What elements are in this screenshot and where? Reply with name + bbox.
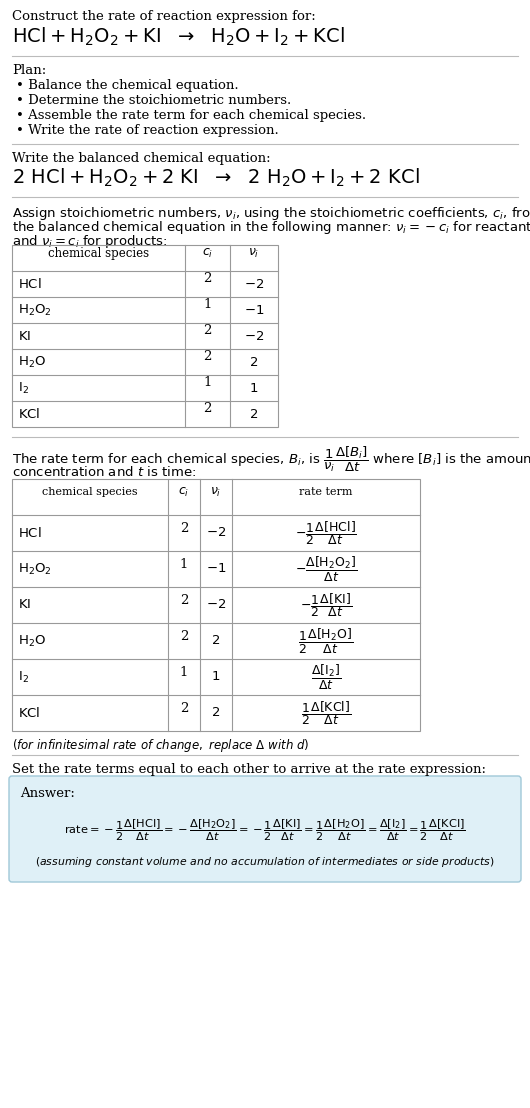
Text: $\dfrac{\Delta[\mathrm{I_2}]}{\Delta t}$: $\dfrac{\Delta[\mathrm{I_2}]}{\Delta t}$	[311, 663, 341, 691]
Text: 1: 1	[180, 557, 188, 571]
Text: $\nu_i$: $\nu_i$	[249, 246, 260, 259]
Bar	[12, 479, 420, 731]
Text: $-2$: $-2$	[244, 329, 264, 342]
Text: $-\dfrac{\Delta[\mathrm{H_2O_2}]}{\Delta t}$: $-\dfrac{\Delta[\mathrm{H_2O_2}]}{\Delta…	[295, 554, 357, 584]
Text: 2: 2	[204, 402, 211, 416]
Text: the balanced chemical equation in the following manner: $\nu_i = -c_i$ for react: the balanced chemical equation in the fo…	[12, 219, 530, 236]
Text: $\mathrm{H_2O_2}$: $\mathrm{H_2O_2}$	[18, 302, 52, 318]
Text: chemical species: chemical species	[48, 246, 149, 259]
Text: $\nu_i$: $\nu_i$	[210, 485, 222, 499]
Text: $-1$: $-1$	[244, 304, 264, 317]
Text: $-\dfrac{1}{2}\dfrac{\Delta[\mathrm{HCl}]}{\Delta t}$: $-\dfrac{1}{2}\dfrac{\Delta[\mathrm{HCl}…	[295, 519, 357, 547]
Text: 1: 1	[212, 670, 220, 684]
Text: 2: 2	[204, 350, 211, 363]
Text: Set the rate terms equal to each other to arrive at the rate expression:: Set the rate terms equal to each other t…	[12, 763, 486, 776]
Text: and $\nu_i = c_i$ for products:: and $\nu_i = c_i$ for products:	[12, 233, 167, 250]
Text: 2: 2	[180, 701, 188, 715]
Text: 2: 2	[204, 325, 211, 338]
Text: 2: 2	[204, 273, 211, 286]
Text: Answer:: Answer:	[20, 787, 75, 800]
Text: 2: 2	[250, 356, 258, 369]
Text: 1: 1	[250, 381, 258, 394]
Text: 2: 2	[180, 594, 188, 606]
Text: $\mathrm{HCl + H_2O_2 + KI\ \ \rightarrow\ \ H_2O + I_2 + KCl}$: $\mathrm{HCl + H_2O_2 + KI\ \ \rightarro…	[12, 25, 344, 49]
Text: $\mathrm{KI}$: $\mathrm{KI}$	[18, 329, 31, 342]
Text: 1: 1	[180, 666, 188, 678]
Text: $\mathrm{KCl}$: $\mathrm{KCl}$	[18, 706, 40, 720]
Text: $-1$: $-1$	[206, 563, 226, 575]
Text: $\mathrm{H_2O}$: $\mathrm{H_2O}$	[18, 634, 46, 648]
Text: 1: 1	[204, 298, 211, 311]
Text: $\mathrm{KCl}$: $\mathrm{KCl}$	[18, 407, 40, 421]
Text: $\dfrac{1}{2}\dfrac{\Delta[\mathrm{H_2O}]}{\Delta t}$: $\dfrac{1}{2}\dfrac{\Delta[\mathrm{H_2O}…	[298, 626, 354, 656]
Text: $-\dfrac{1}{2}\dfrac{\Delta[\mathrm{KI}]}{\Delta t}$: $-\dfrac{1}{2}\dfrac{\Delta[\mathrm{KI}]…	[300, 591, 352, 619]
Text: concentration and $t$ is time:: concentration and $t$ is time:	[12, 465, 196, 479]
Text: $\mathrm{I_2}$: $\mathrm{I_2}$	[18, 380, 29, 396]
Text: 2: 2	[180, 522, 188, 534]
Text: $\mathrm{KI}$: $\mathrm{KI}$	[18, 598, 31, 612]
Text: $\mathrm{H_2O}$: $\mathrm{H_2O}$	[18, 355, 46, 370]
Text: $\mathrm{I_2}$: $\mathrm{I_2}$	[18, 669, 29, 685]
Text: $\dfrac{1}{2}\dfrac{\Delta[\mathrm{KCl}]}{\Delta t}$: $\dfrac{1}{2}\dfrac{\Delta[\mathrm{KCl}]…	[301, 699, 351, 727]
Text: 2: 2	[212, 707, 220, 719]
Text: • Determine the stoichiometric numbers.: • Determine the stoichiometric numbers.	[16, 94, 292, 107]
Text: 2: 2	[212, 635, 220, 647]
Text: $\mathrm{2\ HCl + H_2O_2 + 2\ KI\ \ \rightarrow\ \ 2\ H_2O + I_2 + 2\ KCl}$: $\mathrm{2\ HCl + H_2O_2 + 2\ KI\ \ \rig…	[12, 167, 420, 189]
Text: $\it{(assuming\ constant\ volume\ and\ no\ accumulation\ of\ intermediates\ or\ : $\it{(assuming\ constant\ volume\ and\ n…	[35, 855, 495, 869]
Text: $c_i$: $c_i$	[179, 485, 190, 499]
Text: chemical species: chemical species	[42, 488, 138, 497]
Bar	[12, 245, 278, 427]
Text: Construct the rate of reaction expression for:: Construct the rate of reaction expressio…	[12, 10, 316, 23]
Text: • Balance the chemical equation.: • Balance the chemical equation.	[16, 79, 239, 92]
FancyBboxPatch shape	[9, 776, 521, 882]
Text: $\mathrm{HCl}$: $\mathrm{HCl}$	[18, 277, 42, 291]
Text: $\mathrm{rate} = -\dfrac{1}{2}\dfrac{\Delta[\mathrm{HCl}]}{\Delta t}= -\dfrac{\D: $\mathrm{rate} = -\dfrac{1}{2}\dfrac{\De…	[64, 817, 466, 842]
Text: Write the balanced chemical equation:: Write the balanced chemical equation:	[12, 152, 271, 165]
Text: 2: 2	[180, 629, 188, 643]
Text: $-2$: $-2$	[206, 598, 226, 612]
Text: • Write the rate of reaction expression.: • Write the rate of reaction expression.	[16, 124, 279, 137]
Text: 1: 1	[204, 377, 211, 390]
Text: Plan:: Plan:	[12, 64, 46, 76]
Text: $\it{(for\ infinitesimal\ rate\ of\ change,\ replace\ \Delta\ with\ }d)$: $\it{(for\ infinitesimal\ rate\ of\ chan…	[12, 737, 310, 755]
Text: Assign stoichiometric numbers, $\nu_i$, using the stoichiometric coefficients, $: Assign stoichiometric numbers, $\nu_i$, …	[12, 205, 530, 222]
Text: $\mathrm{H_2O_2}$: $\mathrm{H_2O_2}$	[18, 562, 52, 576]
Text: $c_i$: $c_i$	[202, 246, 213, 259]
Text: The rate term for each chemical species, $B_i$, is $\dfrac{1}{\nu_i}\dfrac{\Delt: The rate term for each chemical species,…	[12, 445, 530, 474]
Text: $-2$: $-2$	[206, 526, 226, 540]
Text: $\mathrm{HCl}$: $\mathrm{HCl}$	[18, 526, 42, 540]
Text: 2: 2	[250, 408, 258, 421]
Text: rate term: rate term	[299, 488, 353, 497]
Text: $-2$: $-2$	[244, 277, 264, 290]
Text: • Assemble the rate term for each chemical species.: • Assemble the rate term for each chemic…	[16, 109, 366, 122]
